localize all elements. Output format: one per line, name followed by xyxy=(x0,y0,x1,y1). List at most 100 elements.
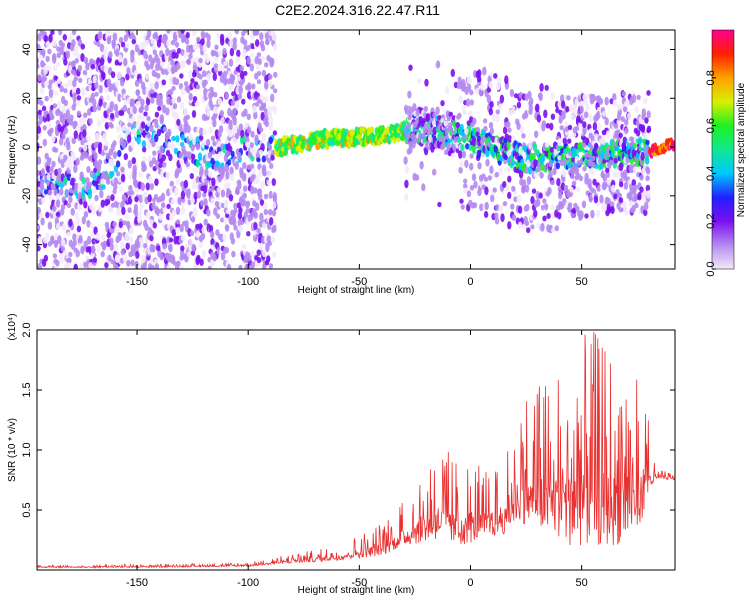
heatmap-cell xyxy=(268,190,273,199)
heatmap-cell xyxy=(44,80,49,88)
heatmap-cell xyxy=(224,150,230,157)
heatmap-cell xyxy=(570,173,575,180)
heatmap-cell xyxy=(238,123,244,132)
heatmap-cell xyxy=(167,128,172,137)
heatmap-cell xyxy=(149,219,154,226)
heatmap-cell xyxy=(571,157,576,163)
heatmap-cell xyxy=(218,125,224,134)
heatmap-cell xyxy=(238,85,243,95)
heatmap-cell xyxy=(141,121,146,129)
heatmap-cell xyxy=(272,192,277,200)
y-tick-label: 1.5 xyxy=(21,382,33,397)
heatmap-cell xyxy=(101,72,106,81)
heatmap-cell xyxy=(256,79,262,85)
heatmap-cell xyxy=(192,30,197,37)
heatmap-cell xyxy=(272,130,278,136)
heatmap-cell xyxy=(120,166,125,173)
heatmap-cell xyxy=(86,135,91,142)
heatmap-cell xyxy=(250,261,255,269)
heatmap-cell xyxy=(459,198,464,204)
heatmap-cell xyxy=(179,265,184,269)
heatmap-cell xyxy=(256,52,262,58)
heatmap-cell xyxy=(146,30,152,38)
heatmap-cell xyxy=(602,110,607,117)
heatmap-cell xyxy=(482,66,487,76)
heatmap-cell xyxy=(126,190,132,196)
heatmap-cell xyxy=(484,186,489,196)
heatmap-cell xyxy=(251,168,256,175)
heatmap-cell xyxy=(195,142,201,151)
heatmap-cell xyxy=(526,227,531,234)
heatmap-cell xyxy=(127,207,132,214)
heatmap-cell xyxy=(224,91,229,100)
heatmap-cell xyxy=(518,145,523,155)
heatmap-cell xyxy=(567,202,573,208)
heatmap-cell xyxy=(491,114,497,122)
heatmap-cell xyxy=(144,104,149,112)
heatmap-cell xyxy=(139,114,144,122)
heatmap-cell xyxy=(48,195,54,202)
heatmap-cell xyxy=(252,105,257,113)
heatmap-cell xyxy=(224,224,230,230)
heatmap-cell xyxy=(477,162,482,170)
heatmap-cell xyxy=(256,70,262,76)
heatmap-cell xyxy=(63,154,68,161)
heatmap-cell xyxy=(131,157,136,165)
heatmap-cell xyxy=(66,231,72,237)
heatmap-cell xyxy=(82,143,88,152)
heatmap-cell xyxy=(142,86,147,96)
heatmap-cell xyxy=(267,170,272,177)
heatmap-cell xyxy=(636,94,641,100)
heatmap-cell xyxy=(530,224,535,230)
heatmap-cell xyxy=(47,84,52,90)
heatmap-cell xyxy=(242,48,247,58)
heatmap-cell xyxy=(246,56,251,65)
heatmap-cell xyxy=(538,192,543,199)
heatmap-cell xyxy=(425,113,430,122)
heatmap-cell xyxy=(404,165,410,174)
heatmap-cell xyxy=(461,150,467,159)
heatmap-cell xyxy=(217,131,222,138)
heatmap-cell xyxy=(466,83,472,92)
heatmap-cell xyxy=(216,32,221,38)
heatmap-cell xyxy=(502,201,508,207)
heatmap-cell xyxy=(92,75,97,84)
heatmap-cell xyxy=(499,94,505,104)
heatmap-cell xyxy=(37,156,42,165)
heatmap-cell xyxy=(246,126,252,134)
heatmap-cell xyxy=(37,206,41,214)
heatmap-cell xyxy=(246,113,251,121)
heatmap-cell xyxy=(49,166,54,173)
heatmap-cell xyxy=(126,259,131,267)
heatmap-cell xyxy=(488,107,493,116)
heatmap-cell xyxy=(159,114,164,123)
heatmap-cell xyxy=(575,186,581,193)
heatmap-cell xyxy=(638,138,643,144)
heatmap-cell xyxy=(490,194,495,203)
heatmap-cell xyxy=(495,113,500,123)
heatmap-cell xyxy=(267,157,272,164)
heatmap-cell xyxy=(59,137,64,146)
heatmap-cell xyxy=(448,111,453,117)
heatmap-cell xyxy=(101,234,106,241)
heatmap-cell xyxy=(95,163,100,170)
heatmap-cell xyxy=(494,212,499,220)
heatmap-cell xyxy=(524,109,529,119)
heatmap-cell xyxy=(55,211,61,217)
heatmap-cell xyxy=(43,189,49,195)
heatmap-cell xyxy=(43,254,49,262)
heatmap-cell xyxy=(78,77,83,84)
heatmap-cell xyxy=(259,243,264,251)
heatmap-cell xyxy=(450,68,455,78)
heatmap-cell xyxy=(207,151,213,159)
heatmap-cell xyxy=(37,125,42,134)
heatmap-cell xyxy=(463,183,468,190)
heatmap-cell xyxy=(256,227,261,234)
heatmap-cell xyxy=(547,186,552,195)
heatmap-cell xyxy=(255,174,260,184)
heatmap-cell xyxy=(432,168,437,176)
heatmap-cell xyxy=(554,225,559,232)
heatmap-cell xyxy=(134,79,140,87)
heatmap-cell xyxy=(120,248,126,256)
heatmap-cell xyxy=(160,61,165,68)
